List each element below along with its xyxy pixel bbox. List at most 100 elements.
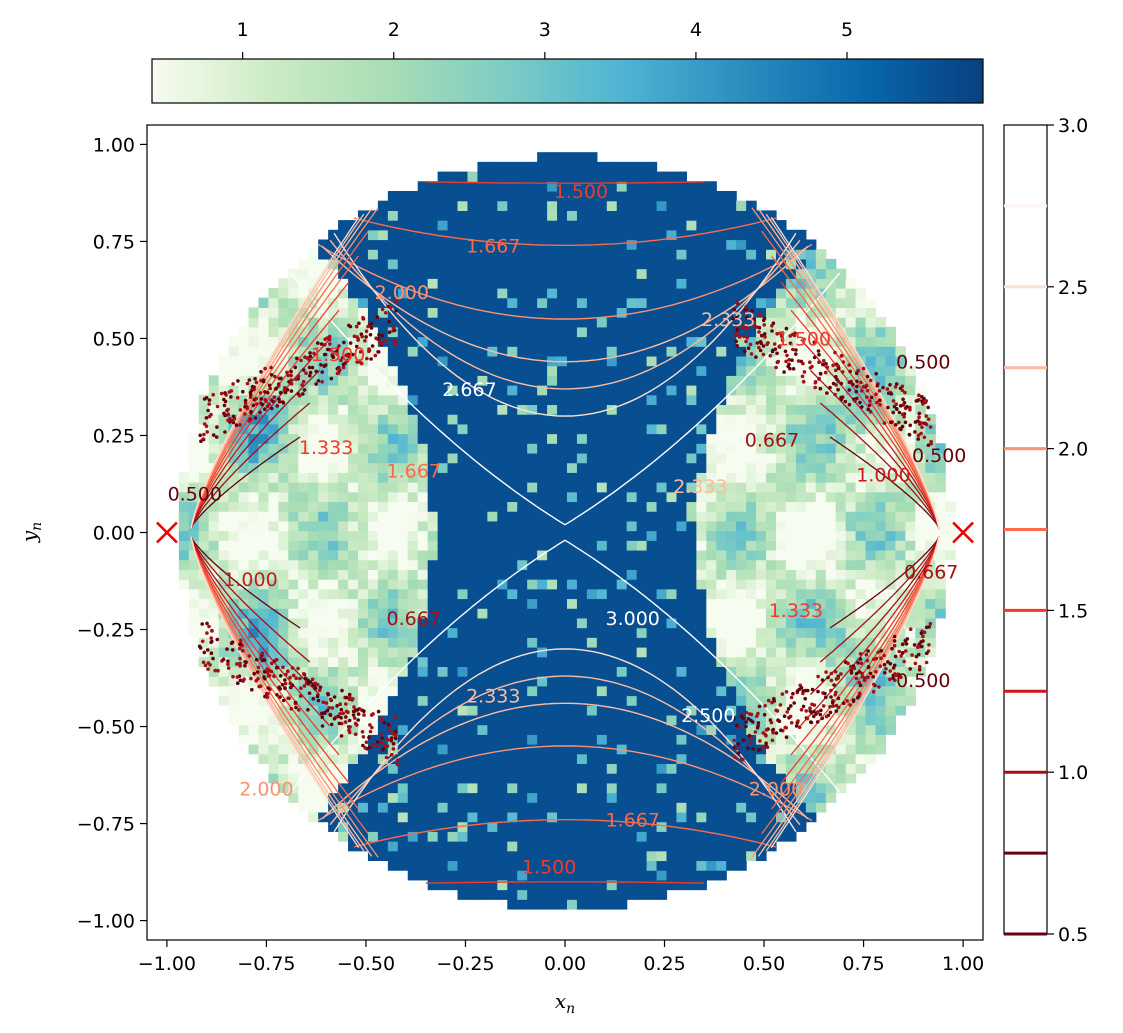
heatmap-cell xyxy=(318,394,329,406)
heatmap-cell xyxy=(427,258,439,270)
heatmap-cell xyxy=(537,249,548,260)
heatmap-cell xyxy=(377,278,389,289)
heatmap-cell xyxy=(557,171,568,182)
heatmap-cell xyxy=(805,549,817,561)
heatmap-cell xyxy=(497,666,508,677)
heatmap-cell xyxy=(387,792,399,803)
heatmap-cell xyxy=(606,705,618,716)
heatmap-cell xyxy=(377,646,389,658)
heatmap-cell xyxy=(756,482,767,493)
heatmap-cell xyxy=(338,452,349,464)
heatmap-cell xyxy=(706,705,717,716)
heatmap-cell xyxy=(467,520,479,532)
heatmap-cell xyxy=(377,482,389,493)
heatmap-cell xyxy=(437,249,449,260)
heatmap-cell xyxy=(477,190,488,202)
heatmap-cell xyxy=(487,617,498,629)
heatmap-cell xyxy=(845,540,857,551)
heatmap-cell xyxy=(895,404,906,415)
heatmap-cell xyxy=(626,491,638,503)
heatmap-cell xyxy=(357,443,369,454)
heatmap-cell xyxy=(407,414,419,425)
heatmap-cell xyxy=(686,385,697,396)
heatmap-cell xyxy=(746,462,757,473)
heatmap-cell xyxy=(497,831,508,842)
heatmap-cell xyxy=(865,676,877,687)
heatmap-cell xyxy=(447,200,459,211)
heatmap-cell xyxy=(726,850,737,862)
heatmap-cell xyxy=(348,666,359,677)
heatmap-cell xyxy=(746,258,757,270)
heatmap-cell xyxy=(706,268,717,279)
heatmap-cell xyxy=(865,627,877,638)
heatmap-cell xyxy=(517,375,528,386)
heatmap-cell xyxy=(427,802,439,813)
heatmap-cell xyxy=(328,676,339,687)
heatmap-cell xyxy=(566,685,578,697)
heatmap-cell xyxy=(248,375,260,386)
heatmap-cell xyxy=(626,627,638,638)
heatmap-cell xyxy=(188,472,200,483)
heatmap-cell xyxy=(785,249,797,260)
heatmap-cell xyxy=(586,190,598,202)
heatmap-cell xyxy=(636,802,648,813)
heatmap-cell xyxy=(736,433,747,444)
heatmap-cell xyxy=(497,423,508,435)
heatmap-cell xyxy=(676,249,688,260)
heatmap-cell xyxy=(427,375,439,386)
heatmap-cell xyxy=(348,414,359,425)
heatmap-cell xyxy=(706,385,717,396)
heatmap-cell xyxy=(706,782,717,794)
heatmap-cell xyxy=(288,268,299,279)
heatmap-cell xyxy=(517,220,528,231)
heatmap-cell xyxy=(397,346,409,357)
heatmap-cell xyxy=(656,171,668,182)
heatmap-cell xyxy=(417,278,429,289)
heatmap-cell xyxy=(586,404,598,415)
heatmap-cell xyxy=(477,482,488,493)
heatmap-cell xyxy=(507,569,518,580)
heatmap-cell xyxy=(795,802,807,813)
heatmap-cell xyxy=(477,414,488,425)
heatmap-cell xyxy=(397,520,409,532)
heatmap-cell xyxy=(397,482,409,493)
heatmap-cell xyxy=(895,511,906,522)
colorbar-top-tick-label: 1 xyxy=(237,19,249,41)
heatmap-cell xyxy=(298,268,309,279)
heatmap-cell xyxy=(258,559,270,570)
heatmap-cell xyxy=(497,802,508,813)
heatmap-cell xyxy=(427,549,439,561)
heatmap-cell xyxy=(218,423,230,435)
heatmap-cell xyxy=(925,569,936,580)
heatmap-cell xyxy=(666,482,678,493)
heatmap-cell xyxy=(517,511,528,522)
heatmap-cell xyxy=(268,588,279,600)
heatmap-cell xyxy=(696,841,707,852)
heatmap-cell xyxy=(557,617,568,629)
heatmap-cell xyxy=(716,220,727,231)
heatmap-cell xyxy=(616,452,628,464)
heatmap-cell xyxy=(656,239,668,250)
heatmap-cell xyxy=(367,317,379,328)
heatmap-cell xyxy=(228,588,240,600)
heatmap-cell xyxy=(815,617,827,629)
heatmap-cell xyxy=(706,229,717,241)
heatmap-cell xyxy=(258,336,270,347)
contour-speckle xyxy=(377,332,381,337)
heatmap-cell xyxy=(188,569,200,580)
heatmap-cell xyxy=(537,433,548,444)
heatmap-cell xyxy=(477,220,488,231)
heatmap-cell xyxy=(407,695,419,706)
heatmap-cell xyxy=(596,491,608,503)
contour-speckle xyxy=(394,308,398,313)
heatmap-cell xyxy=(328,414,339,425)
heatmap-cell xyxy=(775,297,787,308)
heatmap-cell xyxy=(676,385,688,396)
heatmap-cell xyxy=(586,850,598,862)
contour-speckle xyxy=(322,364,327,368)
heatmap-cell xyxy=(775,511,787,522)
heatmap-cell xyxy=(467,676,479,687)
heatmap-cell xyxy=(228,646,240,658)
heatmap-cell xyxy=(616,860,628,871)
heatmap-cell xyxy=(815,336,827,347)
